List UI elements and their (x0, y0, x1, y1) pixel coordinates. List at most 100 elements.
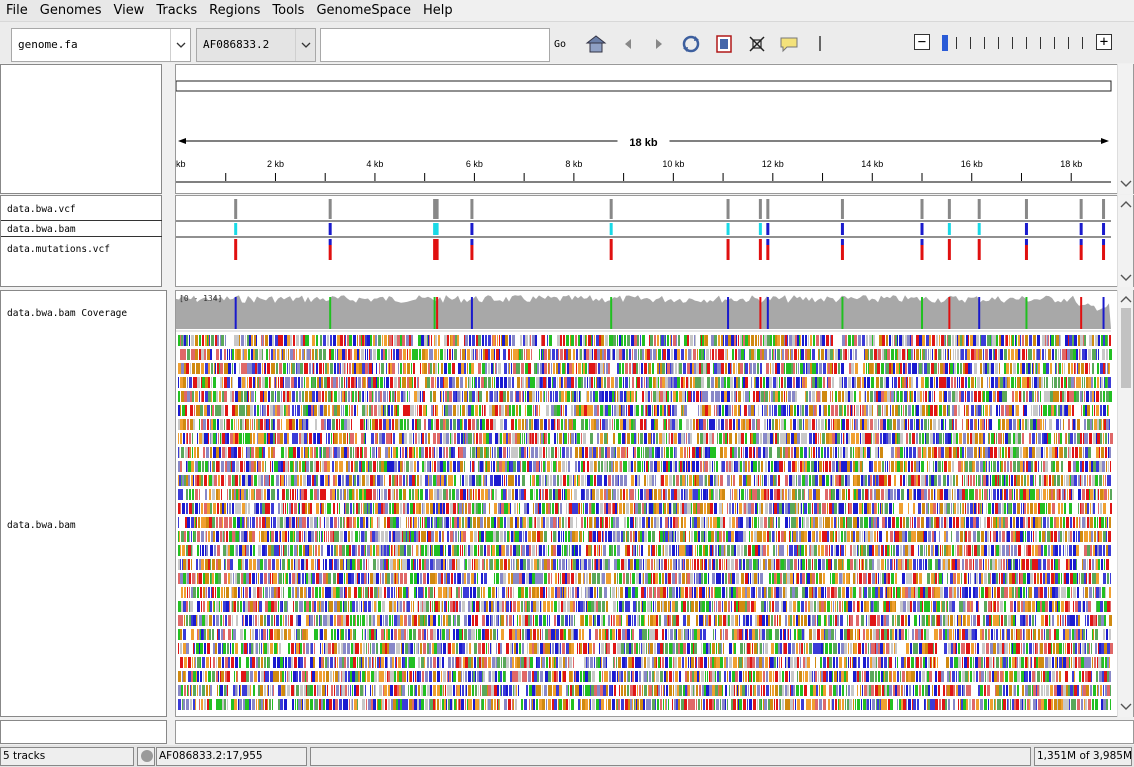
read-mismatch (819, 517, 822, 528)
read-mismatch (736, 419, 738, 430)
locus-search-input[interactable] (320, 28, 550, 62)
read-mismatch (978, 419, 979, 430)
read-mismatch (1072, 489, 1074, 500)
menu-file[interactable]: File (6, 3, 28, 18)
read-mismatch (331, 391, 332, 402)
read-mismatch (213, 433, 216, 444)
go-button[interactable]: Go (553, 39, 567, 50)
read-mismatch (997, 391, 999, 402)
track-name-alignments[interactable]: data.bwa.bam (7, 520, 76, 531)
variant-scrollbar[interactable] (1117, 195, 1133, 287)
read-mismatch (1110, 503, 1112, 514)
read-mismatch (1024, 405, 1027, 416)
chevron-up-icon[interactable] (1120, 200, 1132, 208)
vcf-variant (977, 199, 981, 219)
menu-genomes[interactable]: Genomes (39, 3, 102, 18)
chevron-down-icon[interactable] (295, 29, 315, 61)
track-name-coverage[interactable]: data.bwa.bam Coverage (7, 308, 128, 319)
read-mismatch (751, 349, 754, 360)
zoom-tick[interactable] (1068, 37, 1069, 49)
read-mismatch (189, 447, 190, 458)
read-mismatch (521, 489, 524, 500)
read-mismatch (417, 461, 419, 472)
read-mismatch (481, 349, 482, 360)
menu-genomespace[interactable]: GenomeSpace (316, 3, 411, 18)
zoom-out-button[interactable]: − (914, 34, 930, 50)
zoom-tick[interactable] (1012, 37, 1013, 49)
read-mismatch (636, 391, 637, 402)
read-mismatch (442, 517, 443, 528)
read-mismatch (531, 433, 532, 444)
chevron-down-icon[interactable] (1120, 180, 1132, 188)
forward-icon[interactable] (647, 32, 671, 56)
read-mismatch (1040, 503, 1043, 514)
track-name-bwa-vcf[interactable]: data.bwa.vcf (7, 204, 76, 215)
menu-tracks[interactable]: Tracks (156, 3, 198, 18)
menu-tools[interactable]: Tools (272, 3, 305, 18)
read-mismatch (575, 461, 577, 472)
zoom-tick[interactable] (998, 37, 999, 49)
read-mismatch (616, 405, 619, 416)
chromosome-dropdown[interactable]: AF086833.2 (196, 28, 316, 62)
read-mismatch (1057, 475, 1059, 486)
read-mismatch (211, 335, 214, 346)
menu-help[interactable]: Help (422, 3, 453, 18)
read-mismatch (610, 349, 611, 360)
read-mismatch (839, 503, 842, 514)
resize-icon[interactable] (745, 32, 769, 56)
read-mismatch (753, 461, 755, 472)
read-mismatch (910, 391, 911, 402)
chevron-down-icon[interactable] (1120, 274, 1132, 282)
zoom-tick[interactable] (1054, 37, 1055, 49)
read-mismatch (265, 475, 268, 486)
read-mismatch (938, 363, 939, 374)
zoom-tick[interactable] (984, 37, 985, 49)
read-mismatch (960, 447, 962, 458)
read-mismatch (1017, 377, 1020, 388)
track-name-bwa-bam[interactable]: data.bwa.bam (7, 224, 76, 235)
read-mismatch (371, 433, 374, 444)
zoom-tick[interactable] (970, 37, 971, 49)
read-mismatch (1101, 447, 1104, 458)
back-icon[interactable] (616, 32, 640, 56)
read-mismatch (583, 503, 584, 514)
read-mismatch (1011, 377, 1014, 388)
home-icon[interactable] (584, 32, 608, 56)
read-mismatch (693, 475, 694, 486)
read-mismatch (288, 405, 290, 416)
refresh-icon[interactable] (679, 32, 703, 56)
zoom-tick[interactable] (1026, 37, 1027, 49)
read-mismatch (1090, 503, 1091, 514)
zoom-tick[interactable] (1082, 37, 1083, 49)
read-mismatch (706, 489, 707, 500)
read-mismatch (521, 447, 524, 458)
read-mismatch (827, 447, 829, 458)
ruler-scrollbar[interactable] (1117, 64, 1133, 194)
read-mismatch (338, 349, 340, 360)
read-mismatch (306, 349, 307, 360)
menu-regions[interactable]: Regions (209, 3, 261, 18)
read-mismatch (1091, 461, 1093, 472)
genome-dropdown[interactable]: genome.fa (11, 28, 191, 62)
track-name-mutations-vcf[interactable]: data.mutations.vcf (7, 244, 110, 255)
read-mismatch (378, 335, 381, 346)
roi-icon[interactable] (712, 32, 736, 56)
zoom-in-button[interactable]: + (1096, 34, 1112, 50)
zoom-tick[interactable] (956, 37, 957, 49)
read-mismatch (1015, 405, 1016, 416)
read-mismatch (366, 475, 369, 486)
read-mismatch (809, 433, 811, 444)
read-mismatch (351, 419, 352, 430)
popup-text-icon[interactable] (777, 32, 801, 56)
ruler-divider-icon[interactable] (808, 32, 832, 56)
zoom-level-knob[interactable] (942, 35, 948, 51)
menu-view[interactable]: View (113, 3, 145, 18)
chevron-down-icon[interactable] (170, 29, 190, 61)
read-mismatch (769, 377, 772, 388)
read-mismatch (319, 447, 320, 458)
read-mismatch (795, 489, 797, 500)
read-mismatch (995, 391, 996, 402)
zoom-tick[interactable] (1040, 37, 1041, 49)
read-mismatch (400, 517, 401, 528)
read-mismatch (723, 433, 725, 444)
